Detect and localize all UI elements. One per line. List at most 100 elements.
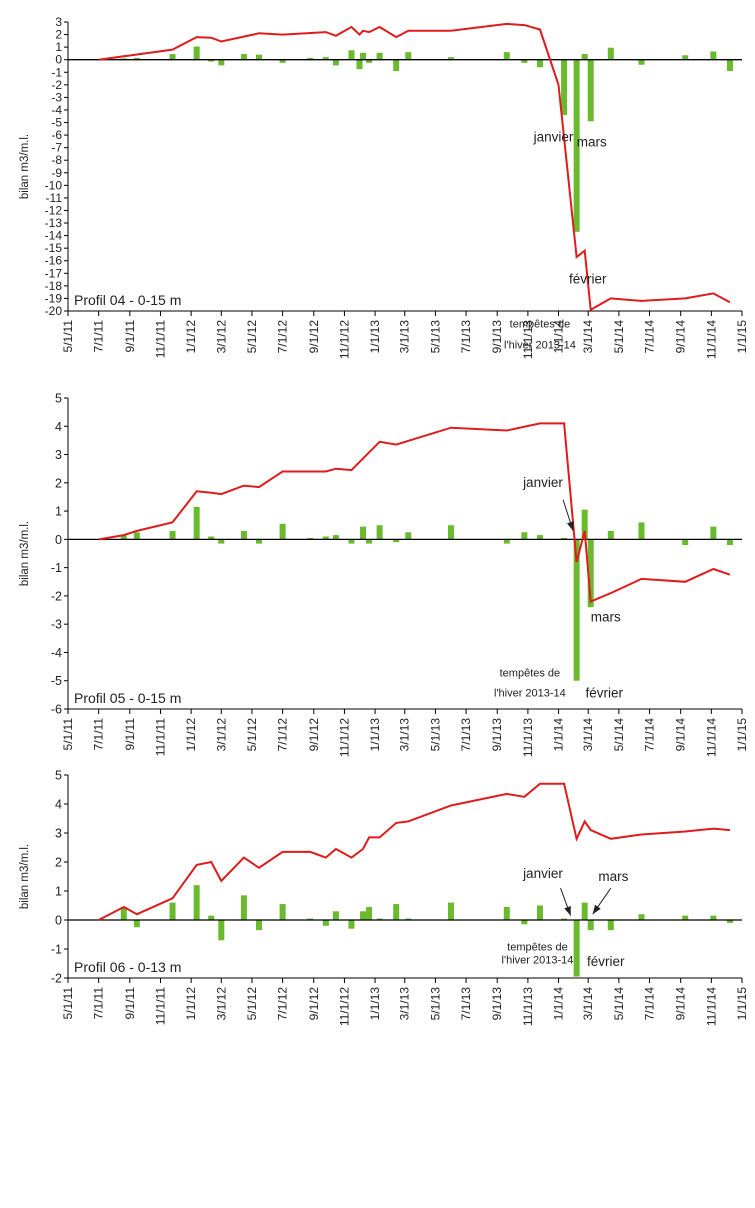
bar [405,918,412,920]
y-tick-label: -12 [45,203,63,217]
bar [393,59,400,72]
bar [240,530,247,540]
x-tick-label: 3/1/14 [581,718,595,752]
x-tick-label: 1/1/14 [552,718,566,752]
y-tick-label: -17 [45,266,63,280]
bar [279,904,286,920]
x-tick-label: 1/1/14 [552,320,566,354]
x-tick-label: 9/1/11 [123,718,137,751]
x-tick-label: 11/1/12 [337,987,351,1026]
x-tick-label: 1/1/12 [184,718,198,752]
annotation-label: janvier [522,475,563,490]
x-tick-label: 7/1/12 [276,320,290,354]
bar [133,920,140,928]
x-tick-label: 11/1/12 [337,320,351,359]
x-tick-label: 1/1/13 [368,718,382,752]
bar [726,539,733,546]
bar [573,59,580,232]
bar [710,915,717,920]
x-tick-label: 5/1/11 [61,987,75,1020]
bar [360,526,367,540]
x-tick-label: 5/1/13 [428,320,442,354]
bar [638,59,645,65]
x-tick-label: 5/1/12 [245,320,259,354]
bar [638,522,645,540]
bar [447,57,454,60]
y-tick-label: -11 [46,191,63,205]
y-axis-label: bilan m3/m.l. [19,134,31,199]
bar [193,506,200,540]
x-tick-label: 9/1/12 [307,320,321,354]
bar [366,539,373,544]
bar [366,906,373,920]
bar [307,918,314,920]
annotation-label: mars [591,609,621,624]
cumulative-line [98,782,730,921]
bar [447,902,454,920]
annotation-label: mars [598,869,628,884]
bar [348,539,355,544]
annotation-label: janvier [533,129,574,144]
x-tick-label: 7/1/11 [92,718,106,751]
bar [356,59,363,70]
x-tick-label: 7/1/11 [92,320,106,353]
x-tick-label: 9/1/12 [307,987,321,1021]
bar [587,59,594,122]
chart-panel-1: 3210-1-2-3-4-5-6-7-8-9-10-11-12-13-14-15… [19,15,749,359]
y-tick-label: 5 [55,769,62,783]
x-tick-label: 7/1/12 [276,987,290,1021]
x-tick-label: 1/1/14 [552,987,566,1021]
bar [573,920,580,977]
x-tick-label: 9/1/14 [674,987,688,1021]
bar [279,523,286,540]
x-tick-label: 3/1/13 [398,718,412,752]
y-tick-label: -9 [51,166,62,180]
x-tick-label: 1/1/15 [735,320,749,354]
bar [218,59,225,66]
x-tick-label: 3/1/13 [398,320,412,354]
y-tick-label: -2 [51,589,62,603]
y-tick-label: 0 [55,53,62,67]
bar [607,920,614,931]
cumulative-line [98,22,731,312]
y-tick-label: 1 [55,505,62,519]
bar [581,54,588,60]
x-tick-label: 9/1/11 [123,987,137,1020]
bar [710,51,717,60]
bar [133,532,140,540]
bar [208,536,215,540]
bar [348,920,355,929]
y-tick-label: 5 [55,392,62,406]
bar [133,57,140,60]
bar [322,57,329,60]
bar [255,539,262,544]
y-tick-label: -3 [51,90,62,104]
y-tick-label: 0 [55,914,62,928]
x-tick-label: 3/1/12 [214,987,228,1021]
chart-panel-3: 5 4 3 2 1 0 -1 -2 bilan m3/m.l. 5/1/11 7/1/11 9/1/1… [19,769,749,1027]
x-tick-label: 9/1/13 [490,987,504,1021]
bar [376,52,383,60]
y-tick-label: 3 [55,827,62,841]
annotation-arrow-head [564,905,571,916]
bar [255,920,262,931]
x-tick-label: 7/1/14 [643,718,657,752]
y-axis-label: bilan m3/m.l. [19,521,31,586]
bar [348,50,355,60]
y-tick-label: -3 [51,618,62,632]
x-tick-label: 5/1/14 [612,320,626,354]
bar [521,920,528,925]
x-tick-label: 3/1/13 [398,987,412,1021]
bar [503,52,510,60]
x-tick-label: 9/1/13 [490,718,504,752]
bar [561,537,568,540]
bar [607,530,614,540]
y-tick-label: -10 [45,178,63,192]
bar [503,539,510,544]
panel-title: Profil 06 - 0-13 m [74,959,181,975]
x-tick-label: 5/1/13 [428,987,442,1021]
y-tick-label: -16 [45,254,63,268]
x-tick-label: 7/1/13 [459,320,473,354]
y-tick-label: -6 [51,128,62,142]
